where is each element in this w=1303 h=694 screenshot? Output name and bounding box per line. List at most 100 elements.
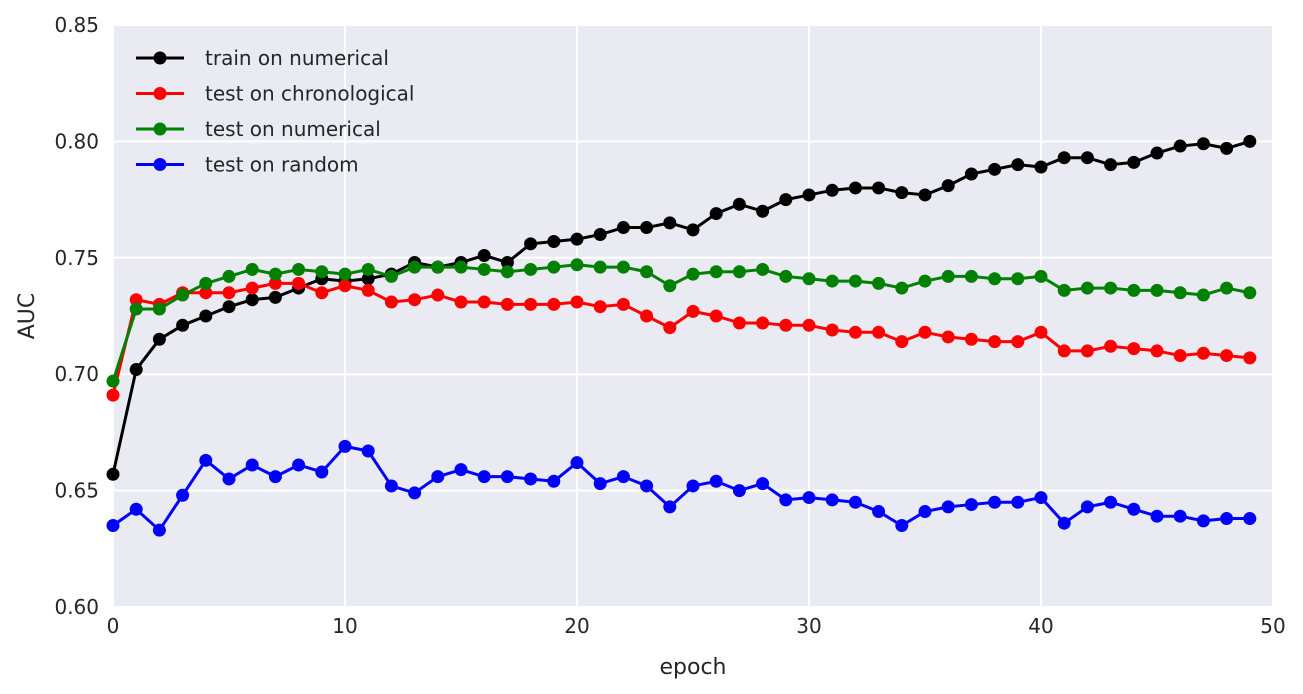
data-point [1127, 342, 1141, 356]
data-point [106, 519, 120, 533]
data-point [779, 318, 793, 332]
legend-item: test on numerical [136, 117, 381, 141]
data-point [1173, 139, 1187, 153]
data-point [640, 221, 654, 235]
y-tick-label: 0.85 [54, 13, 99, 37]
data-point [1173, 509, 1187, 523]
data-point [895, 335, 909, 349]
data-point [686, 479, 700, 493]
data-point [616, 221, 630, 235]
data-point [199, 309, 213, 323]
data-point [315, 465, 329, 479]
data-point [408, 260, 422, 274]
data-point [199, 286, 213, 300]
data-point [1011, 272, 1025, 286]
data-point [384, 295, 398, 309]
data-point [756, 204, 770, 218]
data-point [802, 188, 816, 202]
data-point [872, 276, 886, 290]
data-point [825, 274, 839, 288]
data-point [616, 297, 630, 311]
data-point [1220, 349, 1234, 363]
data-point [199, 453, 213, 467]
x-tick-label: 20 [564, 614, 589, 638]
data-point [918, 325, 932, 339]
data-point [1196, 288, 1210, 302]
data-point [129, 363, 143, 377]
data-point [152, 332, 166, 346]
data-point [1011, 495, 1025, 509]
data-point [1104, 339, 1118, 353]
data-point [1080, 344, 1094, 358]
data-point [524, 472, 538, 486]
data-point [570, 258, 584, 272]
data-point [872, 505, 886, 519]
data-point [1150, 146, 1164, 160]
data-point [1196, 137, 1210, 151]
data-point [895, 519, 909, 533]
data-point [129, 293, 143, 307]
data-point [918, 188, 932, 202]
data-point [315, 265, 329, 279]
data-point [292, 276, 306, 290]
data-point [245, 262, 259, 276]
data-point [779, 493, 793, 507]
data-point [756, 262, 770, 276]
data-point [1220, 141, 1234, 155]
data-point [1127, 155, 1141, 169]
data-point [1011, 158, 1025, 172]
data-point [106, 388, 120, 402]
data-point [454, 295, 468, 309]
data-point [338, 439, 352, 453]
data-point [1011, 335, 1025, 349]
y-tick-label: 0.75 [54, 246, 99, 270]
data-point [1104, 281, 1118, 295]
data-point [431, 470, 445, 484]
data-point [872, 325, 886, 339]
data-point [547, 474, 561, 488]
data-point [593, 228, 607, 242]
data-point [152, 302, 166, 316]
data-point [1034, 325, 1048, 339]
legend-item: test on random [136, 153, 359, 177]
data-point [988, 335, 1002, 349]
data-point [477, 470, 491, 484]
data-point [802, 318, 816, 332]
data-point [895, 186, 909, 200]
data-point [732, 197, 746, 211]
data-point [872, 181, 886, 195]
data-point [222, 286, 236, 300]
data-point [988, 495, 1002, 509]
data-point [1150, 509, 1164, 523]
x-axis-ticks: 0 10 20 30 40 50 [107, 614, 1286, 638]
data-point [338, 279, 352, 293]
data-point [431, 260, 445, 274]
data-point [1173, 286, 1187, 300]
data-point [477, 248, 491, 262]
data-point [964, 167, 978, 181]
data-point [106, 374, 120, 388]
data-point [176, 318, 190, 332]
data-point [964, 332, 978, 346]
data-point [129, 302, 143, 316]
data-point [1104, 158, 1118, 172]
legend-marker [153, 51, 167, 65]
data-point [802, 272, 816, 286]
legend-item: train on numerical [136, 46, 389, 70]
data-point [756, 477, 770, 491]
data-point [709, 309, 723, 323]
data-point [431, 288, 445, 302]
data-point [361, 444, 375, 458]
x-tick-label: 40 [1028, 614, 1053, 638]
data-point [663, 279, 677, 293]
data-point [1057, 151, 1071, 165]
data-point [640, 479, 654, 493]
data-point [384, 479, 398, 493]
data-point [779, 269, 793, 283]
x-tick-label: 30 [796, 614, 821, 638]
data-point [454, 260, 468, 274]
data-point [222, 300, 236, 314]
data-point [500, 470, 514, 484]
data-point [848, 181, 862, 195]
data-point [1220, 281, 1234, 295]
